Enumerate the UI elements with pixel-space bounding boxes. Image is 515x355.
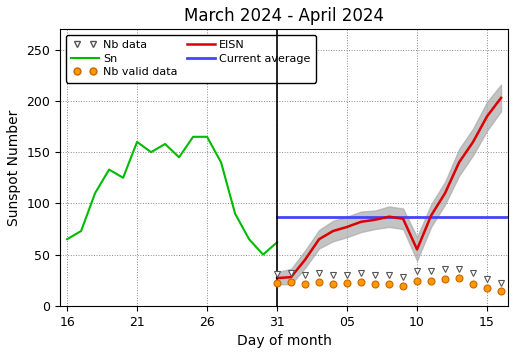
X-axis label: Day of month: Day of month	[236, 334, 332, 348]
Title: March 2024 - April 2024: March 2024 - April 2024	[184, 7, 384, 25]
Y-axis label: Sunspot Number: Sunspot Number	[7, 109, 21, 226]
Legend: Nb data, Sn, Nb valid data, EISN, Current average: Nb data, Sn, Nb valid data, EISN, Curren…	[65, 35, 316, 83]
